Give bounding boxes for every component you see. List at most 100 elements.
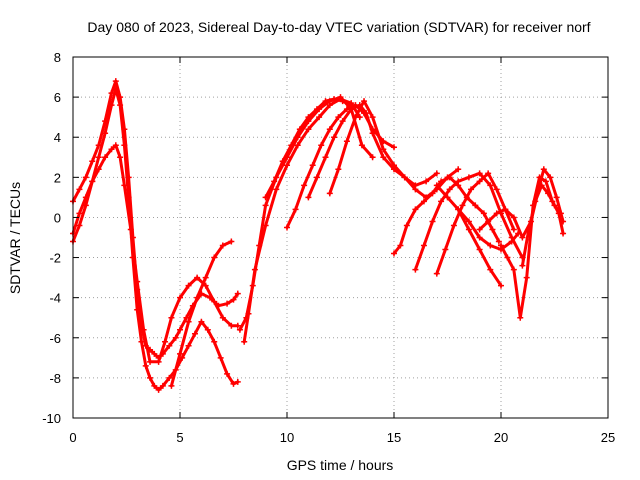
data-point <box>391 250 397 257</box>
data-point <box>112 78 119 85</box>
data-point <box>166 374 173 381</box>
data-point <box>89 158 96 165</box>
plot-frame <box>72 56 609 419</box>
data-point <box>236 326 243 333</box>
data-point <box>121 142 128 149</box>
data-point <box>476 234 483 241</box>
data-point <box>224 300 231 307</box>
data-point <box>433 170 440 177</box>
data-point <box>476 226 483 233</box>
data-point <box>234 378 241 385</box>
data-point <box>429 218 436 225</box>
data-point <box>305 194 312 201</box>
data-point <box>508 238 515 245</box>
series-arc-1 <box>70 78 241 361</box>
y-axis-label: SDTVAR / TECUs <box>7 182 23 294</box>
data-point <box>326 190 333 197</box>
data-point <box>211 254 218 261</box>
data-point <box>465 218 472 225</box>
data-point <box>380 154 387 161</box>
y-tick-label: -6 <box>49 331 61 346</box>
data-point <box>429 190 436 197</box>
data-point <box>318 142 325 149</box>
data-point <box>519 234 526 241</box>
data-point <box>155 386 162 393</box>
data-point <box>369 130 376 137</box>
data-point <box>380 146 387 153</box>
y-tick-label: 0 <box>54 210 61 225</box>
x-tick-label: 20 <box>494 430 508 445</box>
data-point <box>95 154 102 161</box>
data-point <box>82 174 89 181</box>
data-point <box>151 382 158 389</box>
data-point <box>487 182 494 189</box>
data-point <box>273 186 280 193</box>
data-point <box>191 330 198 337</box>
data-point <box>322 98 329 105</box>
data-point <box>401 174 408 181</box>
x-tick-label: 10 <box>280 430 294 445</box>
series-line <box>499 175 565 320</box>
data-point <box>284 224 290 231</box>
data-point <box>108 146 115 153</box>
data-point <box>108 102 115 109</box>
data-point <box>76 186 83 193</box>
series-arc-14 <box>433 182 504 289</box>
data-point <box>322 154 329 161</box>
data-point <box>89 178 96 185</box>
data-point <box>489 226 496 233</box>
series-arc-15 <box>455 206 522 253</box>
data-point <box>219 242 226 249</box>
data-point <box>230 296 237 303</box>
data-point <box>476 170 483 177</box>
data-point <box>538 182 545 189</box>
data-point <box>331 96 338 103</box>
data-point <box>245 310 252 317</box>
data-point <box>547 174 554 181</box>
data-point <box>147 374 154 381</box>
data-point <box>313 106 320 113</box>
data-point <box>339 118 346 125</box>
data-point <box>140 326 147 333</box>
data-point <box>147 358 154 365</box>
data-point <box>465 174 472 181</box>
y-tick-label: -10 <box>42 411 61 426</box>
data-point <box>335 114 342 121</box>
data-point <box>455 166 462 173</box>
data-point <box>262 222 269 229</box>
data-point <box>369 114 376 121</box>
data-point <box>542 178 549 185</box>
data-point <box>230 380 237 387</box>
data-point <box>177 294 183 301</box>
data-point <box>185 342 192 349</box>
data-point <box>455 206 462 213</box>
data-point <box>412 186 419 193</box>
data-point <box>326 102 333 109</box>
data-point <box>465 226 472 233</box>
series-line <box>71 87 240 392</box>
data-point <box>177 350 183 357</box>
data-point <box>352 114 359 121</box>
data-point <box>498 282 504 289</box>
data-point <box>112 86 119 93</box>
data-point <box>219 314 226 321</box>
data-point <box>313 174 320 181</box>
data-point <box>476 246 483 253</box>
data-point <box>262 194 269 201</box>
y-tick-label: -2 <box>49 251 61 266</box>
data-point <box>485 218 492 225</box>
data-point <box>142 362 149 369</box>
y-tick-label: -8 <box>49 371 61 386</box>
data-point <box>134 278 141 285</box>
data-point <box>271 178 278 185</box>
data-point <box>185 282 192 289</box>
data-point <box>391 144 397 151</box>
data-point <box>159 382 166 389</box>
data-point <box>476 178 483 185</box>
data-point <box>553 194 560 201</box>
data-point <box>331 134 338 141</box>
data-point <box>292 206 299 213</box>
data-point <box>76 222 83 229</box>
data-point <box>117 154 124 161</box>
